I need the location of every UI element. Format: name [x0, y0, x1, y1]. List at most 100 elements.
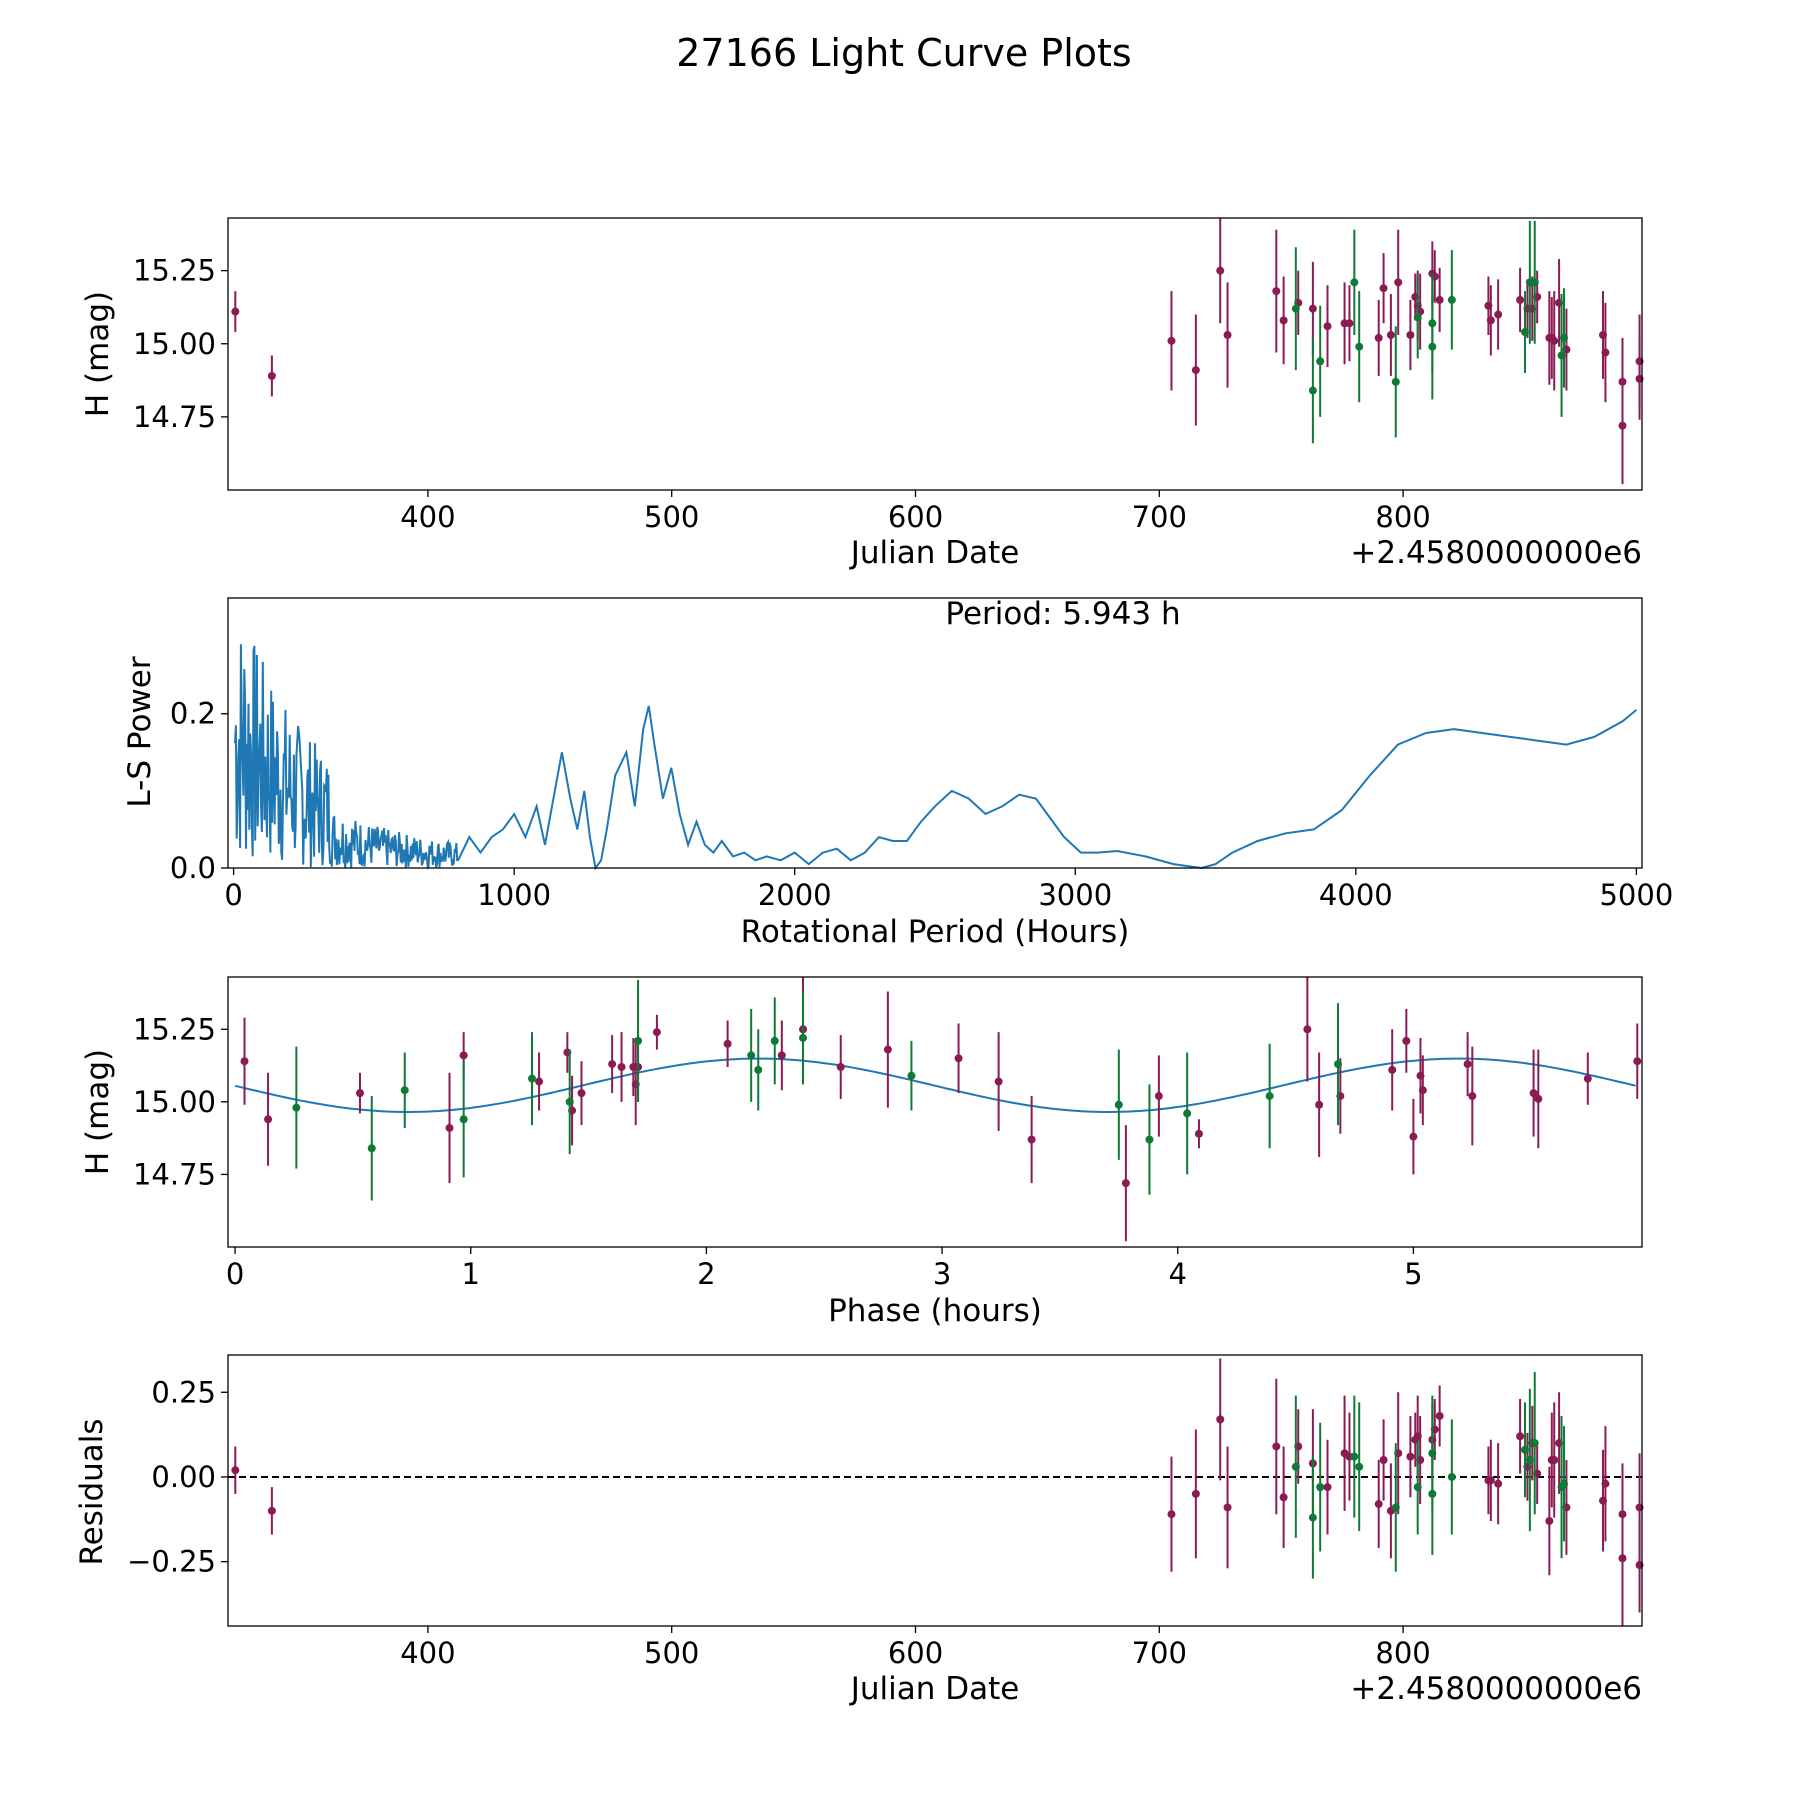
periodogram-panel: 0 1000 2000 3000 4000 5000 0.0 0.2 Period: 5.94… — [122, 596, 1673, 950]
data-point — [1191, 1489, 1200, 1498]
data-point — [652, 1028, 661, 1037]
phased-panel: 0 1 2 3 4 5 15.25 15.00 14.75 Phase (hours) H (m… — [80, 976, 1643, 1329]
periodogram-marks — [234, 644, 1638, 871]
data-point — [1216, 1415, 1225, 1424]
data-point — [1525, 1456, 1534, 1465]
data-point — [1355, 1462, 1364, 1471]
x-tick-label: 3 — [933, 1257, 951, 1291]
data-point — [459, 1115, 468, 1124]
x-tick-label: 800 — [1375, 500, 1430, 534]
data-point — [1520, 1445, 1529, 1454]
data-point — [1272, 1442, 1281, 1451]
data-point — [1618, 377, 1627, 386]
data-point — [754, 1065, 763, 1074]
lightcurve-x-offset: +2.4580000000e6 — [1350, 535, 1642, 571]
data-point — [1486, 316, 1495, 325]
data-point — [1391, 1503, 1400, 1512]
data-point — [883, 1045, 892, 1054]
data-point — [400, 1086, 409, 1095]
data-point — [1534, 1094, 1543, 1103]
data-point — [1559, 333, 1568, 342]
y-tick-label: 14.75 — [133, 400, 216, 434]
phased-xlabel: Phase (hours) — [828, 1293, 1042, 1329]
data-point — [1167, 1510, 1176, 1519]
data-point — [1114, 1100, 1123, 1109]
data-point — [1374, 1500, 1383, 1509]
data-point — [1027, 1135, 1036, 1144]
periodogram-axes-frame — [227, 597, 1643, 869]
residuals-xlabel: Julian Date — [849, 1671, 1020, 1707]
data-point — [777, 1051, 786, 1060]
data-point — [1355, 342, 1364, 351]
x-tick-label: 800 — [1375, 1636, 1430, 1670]
data-point — [1308, 1513, 1317, 1522]
data-point — [1279, 316, 1288, 325]
phased-marks — [234, 977, 1642, 1242]
y-tick-label: 0.25 — [151, 1375, 216, 1409]
data-point — [1394, 278, 1403, 287]
data-point — [770, 1036, 779, 1045]
data-point — [535, 1077, 544, 1086]
data-point — [1529, 1089, 1538, 1098]
data-point — [1350, 278, 1359, 287]
data-point — [1406, 1452, 1415, 1461]
data-point — [1154, 1092, 1163, 1101]
data-point — [1279, 1493, 1288, 1502]
data-point — [1468, 1092, 1477, 1101]
lightcurve-ticks: 400 500 600 700 800 15.25 15.00 14.75 — [133, 254, 1431, 534]
lightcurve-ylabel: H (mag) — [80, 291, 116, 417]
data-point — [1494, 1479, 1503, 1488]
data-point — [1633, 1057, 1642, 1066]
data-point — [1463, 1060, 1472, 1069]
data-point — [1121, 1179, 1130, 1188]
y-tick-label: 0.0 — [170, 851, 216, 885]
x-tick-label: 0 — [224, 878, 242, 912]
data-point — [1530, 278, 1539, 287]
data-point — [1345, 319, 1354, 328]
data-point — [1316, 357, 1325, 366]
data-point — [1316, 1483, 1325, 1492]
data-point — [836, 1063, 845, 1071]
data-point — [1303, 1025, 1312, 1034]
data-point — [565, 1097, 574, 1106]
data-point — [1516, 295, 1525, 304]
data-point — [1308, 386, 1317, 395]
data-point — [1530, 1439, 1539, 1448]
residuals-panel: 400 500 600 700 800 0.25 0.00 −0.25 Julian Date… — [74, 1354, 1644, 1707]
y-tick-label: 15.00 — [133, 327, 216, 361]
x-tick-label: 2000 — [758, 878, 832, 912]
data-point — [1194, 1129, 1203, 1138]
x-tick-label: 600 — [888, 500, 943, 534]
data-point — [528, 1074, 537, 1083]
figure-title: 27166 Light Curve Plots — [676, 31, 1131, 75]
data-point — [1520, 328, 1529, 337]
data-point — [1618, 1510, 1627, 1519]
data-point — [1167, 336, 1176, 345]
x-tick-label: 500 — [644, 1636, 699, 1670]
residuals-ylabel: Residuals — [74, 1418, 110, 1565]
model-curve — [234, 1057, 1636, 1113]
data-point — [1435, 1411, 1444, 1420]
y-tick-label: 15.25 — [133, 254, 216, 288]
phased-axes-frame — [227, 976, 1643, 1248]
data-point — [1428, 1489, 1437, 1498]
data-point — [1183, 1109, 1192, 1118]
data-point — [1323, 1483, 1332, 1492]
data-point — [1601, 1479, 1610, 1488]
periodogram-ylabel: L-S Power — [122, 656, 158, 807]
residuals-ticks: 400 500 600 700 800 0.25 0.00 −0.25 — [127, 1375, 1431, 1670]
x-tick-label: 1 — [462, 1257, 480, 1291]
data-point — [1379, 284, 1388, 293]
data-point — [907, 1071, 916, 1080]
data-point — [1315, 1100, 1324, 1109]
data-point — [231, 1466, 240, 1475]
x-tick-label: 2 — [697, 1257, 715, 1291]
data-point — [1413, 313, 1422, 322]
data-point — [1291, 1462, 1300, 1471]
data-point — [267, 371, 276, 380]
data-point — [1388, 1065, 1397, 1074]
data-point — [1191, 366, 1200, 375]
data-point — [608, 1060, 617, 1069]
data-point — [994, 1077, 1003, 1086]
